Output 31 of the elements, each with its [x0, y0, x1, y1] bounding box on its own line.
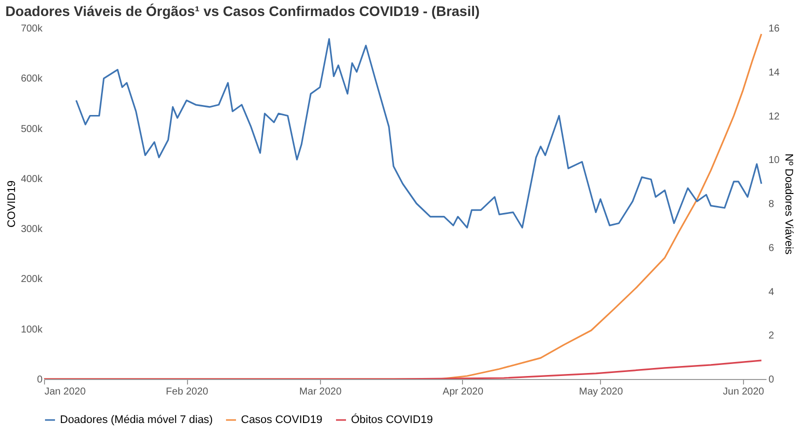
y-tick-label: 200k	[20, 274, 44, 286]
y-tick-label: 300k	[20, 224, 44, 236]
y2-tick-label: 2	[768, 330, 774, 342]
x-tick-label: Jan 2020	[44, 386, 86, 398]
x-tick-label: Feb 2020	[166, 386, 209, 398]
y2-tick-label: 6	[768, 242, 774, 254]
y2-tick-label: 16	[768, 24, 780, 34]
legend-label: Óbitos COVID19	[351, 413, 433, 426]
y-tick-label: 100k	[20, 324, 44, 336]
x-tick-label: Mar 2020	[299, 386, 342, 398]
chart-title: Doadores Viáveis de Órgãos¹ vs Casos Confirmados COVID19 - (Brasil)	[5, 3, 480, 19]
x-tick-label: Apr 2020	[442, 386, 484, 398]
y2-tick-label: 14	[768, 67, 780, 78]
line-series	[75, 38, 762, 228]
y-tick-label: 0	[36, 374, 43, 386]
y2-tick-label: 0	[768, 374, 774, 386]
y-tick-label: 400k	[20, 174, 44, 185]
y-tick-label: 500k	[20, 124, 44, 135]
y2-tick-label: 12	[768, 111, 780, 122]
y-tick-label: 700k	[20, 24, 44, 34]
legend-label: Doadores (Média móvel 7 dias)	[60, 414, 213, 426]
y-tick-label: 600k	[20, 74, 44, 85]
y-axis-title: COVID19	[6, 180, 18, 228]
x-tick-label: May 2020	[578, 386, 624, 398]
y2-tick-label: 10	[768, 155, 780, 166]
y2-tick-label: 4	[768, 286, 774, 298]
y2-tick-label: 8	[768, 199, 774, 210]
legend-label: Casos COVID19	[241, 414, 322, 426]
x-tick-label: Jun 2020	[722, 386, 765, 398]
y2-axis-title: Nº Doadores Viáveis	[782, 153, 795, 256]
line-series	[44, 360, 762, 379]
